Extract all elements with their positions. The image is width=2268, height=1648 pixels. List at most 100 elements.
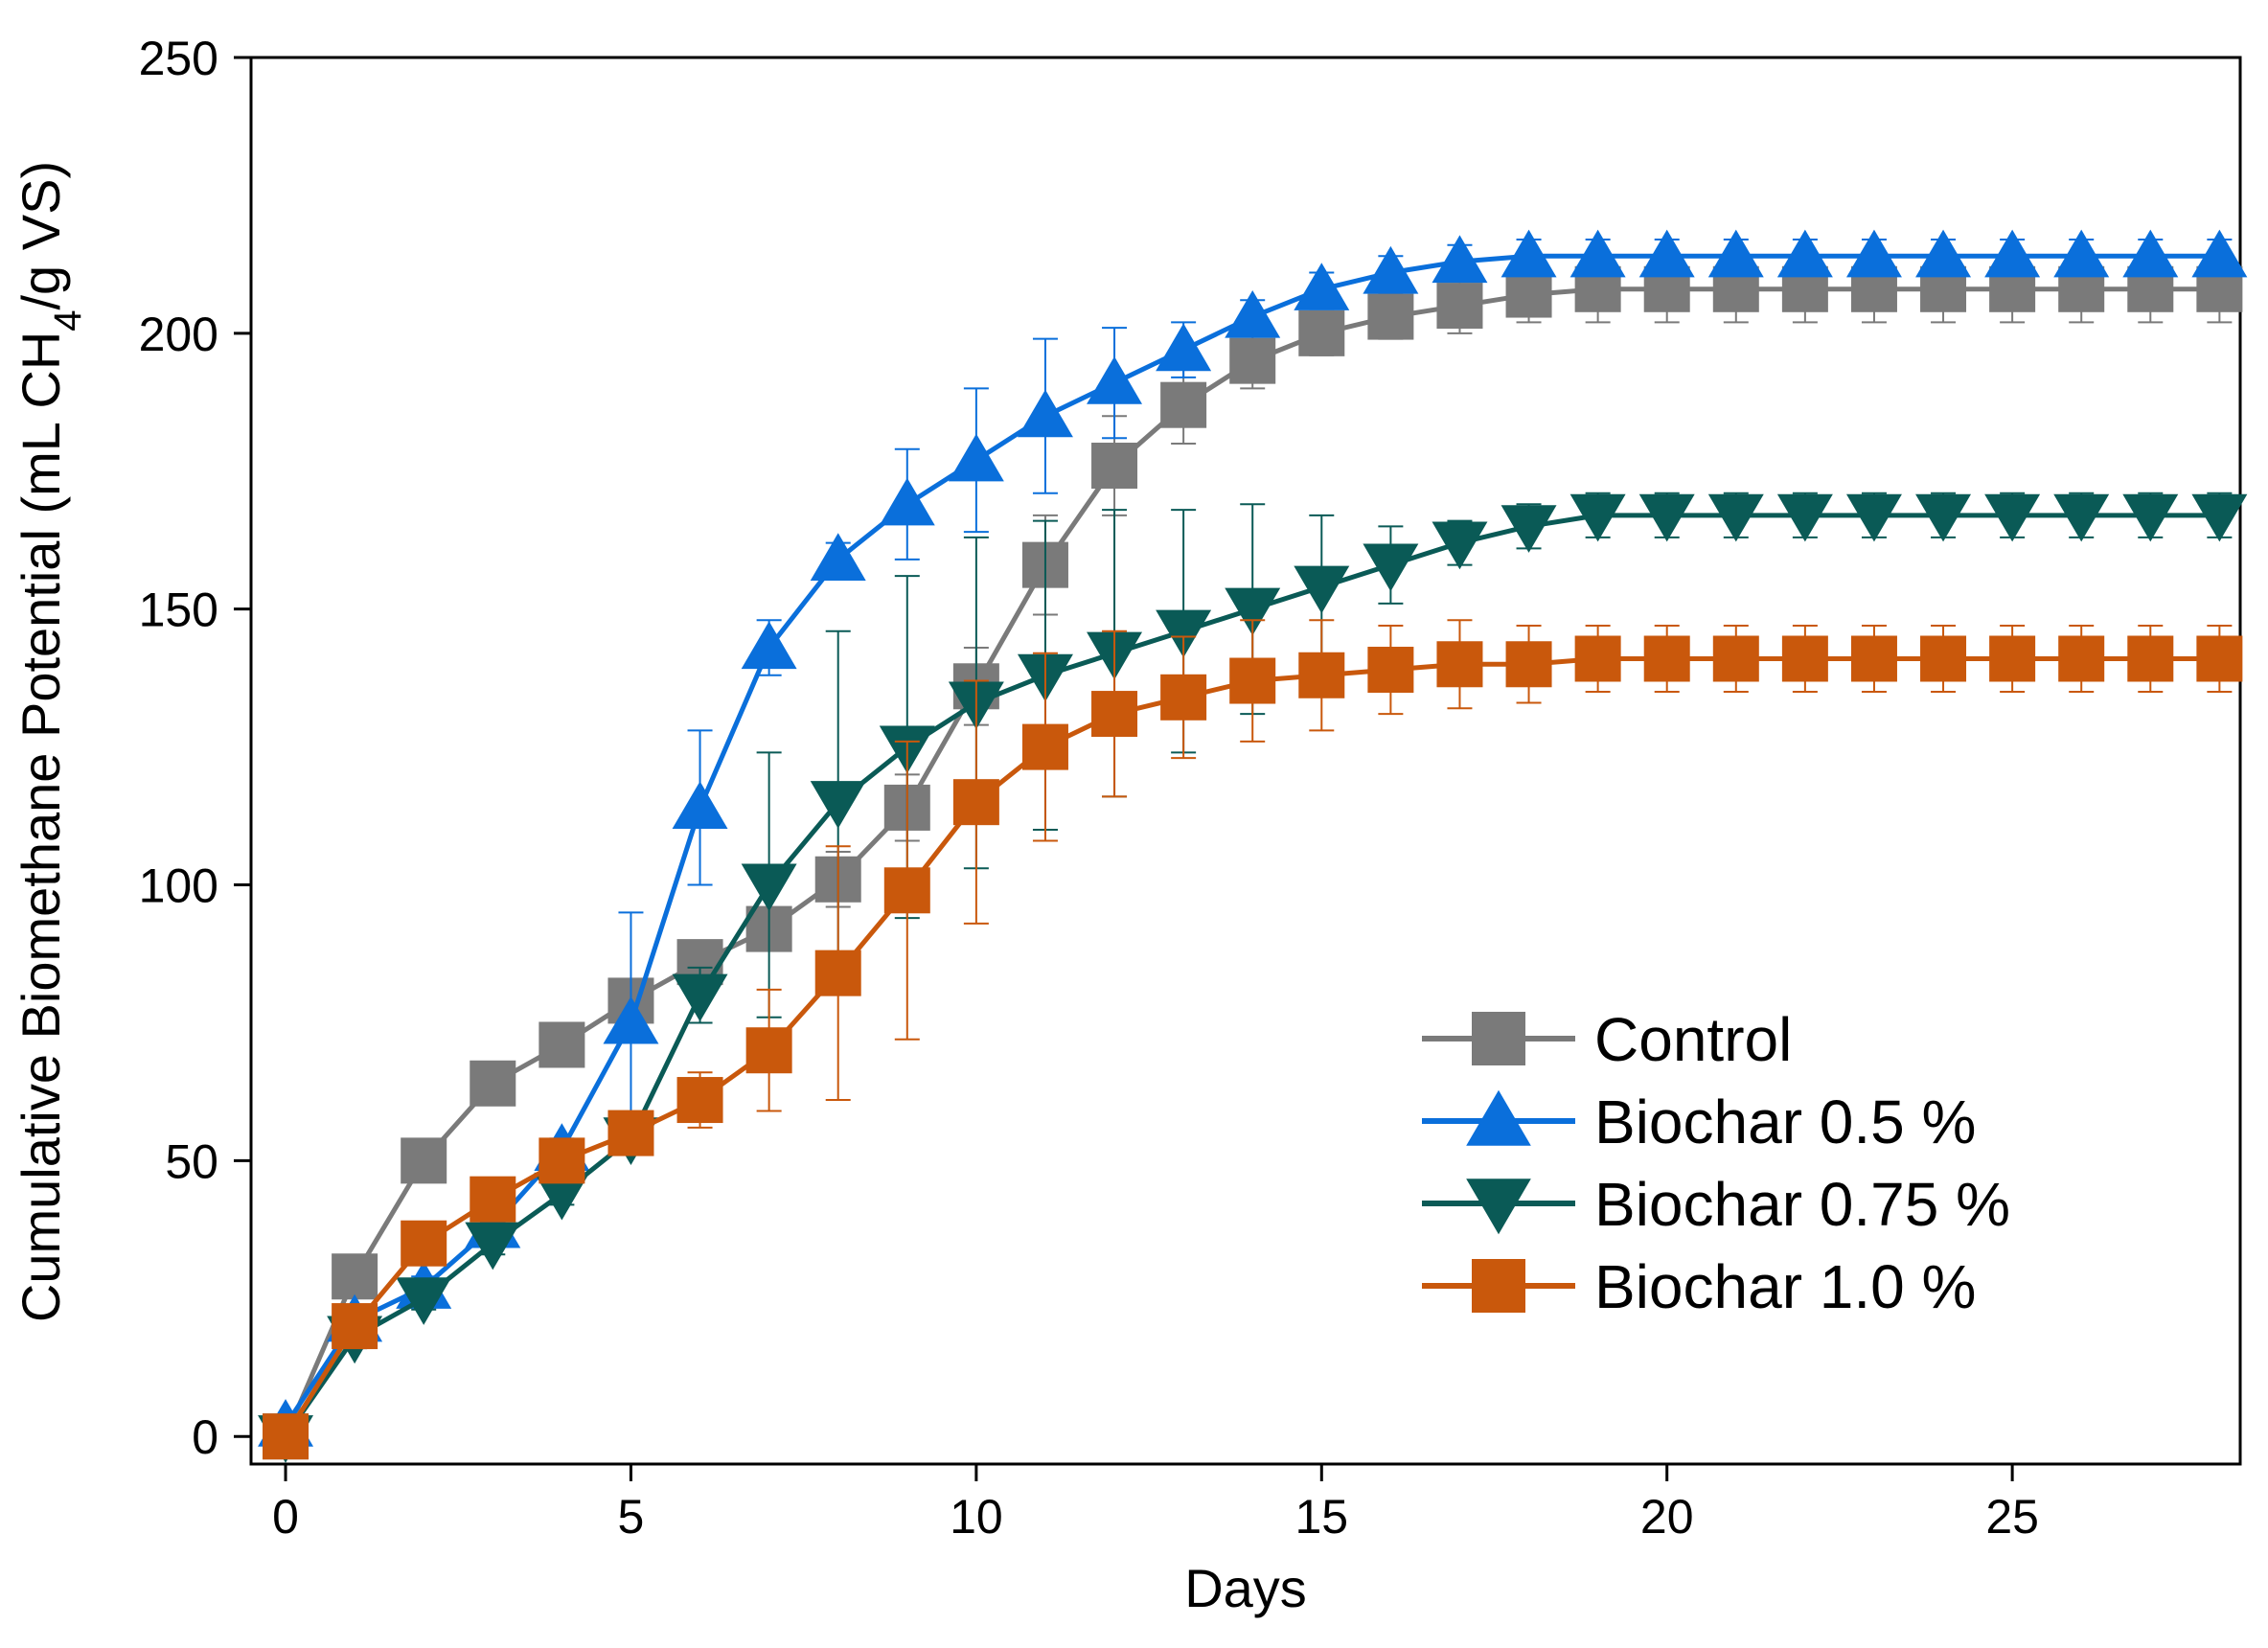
- data-point: [1989, 635, 2036, 682]
- legend-marker: [1466, 1179, 1531, 1235]
- x-tick-label: 5: [618, 1490, 645, 1544]
- data-point: [1850, 635, 1897, 682]
- data-point: [1643, 635, 1690, 682]
- data-point: [2053, 493, 2110, 542]
- legend-item: Control: [1422, 1005, 1792, 1074]
- legend-marker: [1472, 1012, 1525, 1065]
- data-point: [741, 621, 797, 670]
- data-point: [1160, 674, 1207, 721]
- data-point: [2053, 229, 2110, 278]
- data-point: [1505, 271, 1552, 318]
- data-point: [2191, 229, 2248, 278]
- plot-area: [249, 56, 2242, 1466]
- legend-label: Biochar 1.0 %: [1594, 1252, 1976, 1321]
- data-point: [1984, 229, 2041, 278]
- x-tick-label: 15: [1294, 1490, 1348, 1544]
- legend-item: Biochar 0.5 %: [1422, 1087, 1976, 1156]
- data-point: [2196, 635, 2243, 682]
- data-point: [1298, 652, 1345, 698]
- legend-item: Biochar 1.0 %: [1422, 1252, 1976, 1321]
- data-point: [1638, 493, 1695, 542]
- legend-marker: [1466, 1089, 1531, 1146]
- data-point: [1160, 381, 1207, 428]
- data-point: [1638, 229, 1695, 278]
- data-point: [1091, 443, 1138, 490]
- data-point: [1501, 229, 1557, 278]
- y-tick-label: 150: [139, 584, 218, 637]
- data-point: [879, 477, 935, 526]
- data-point: [603, 996, 659, 1044]
- y-axis-title-main: Cumulative Biomethane Potential (mL CH: [11, 332, 71, 1322]
- data-point: [1363, 543, 1419, 592]
- data-point: [676, 1077, 723, 1124]
- data-point: [1225, 587, 1281, 636]
- data-point: [1432, 521, 1488, 570]
- x-tick-label: 0: [272, 1490, 299, 1544]
- data-point: [948, 433, 1004, 482]
- data-point: [672, 973, 728, 1022]
- y-tick-label: 100: [139, 859, 218, 913]
- data-point: [1776, 493, 1833, 542]
- data-point: [1915, 229, 1972, 278]
- data-point: [1436, 283, 1483, 330]
- data-point: [741, 863, 797, 912]
- legend-item: Biochar 0.75 %: [1422, 1170, 2010, 1239]
- data-point: [1707, 229, 1764, 278]
- y-tick-label: 0: [192, 1410, 218, 1464]
- data-point: [1294, 263, 1350, 310]
- data-point: [2122, 229, 2179, 278]
- data-point: [401, 1220, 447, 1267]
- data-point: [1229, 657, 1276, 704]
- x-tick-label: 10: [950, 1490, 1003, 1544]
- data-point: [1294, 565, 1350, 614]
- x-axis-title: Days: [1184, 1558, 1307, 1618]
- data-point: [810, 781, 866, 829]
- data-point: [465, 1222, 521, 1270]
- data-point: [1436, 641, 1483, 688]
- data-point: [538, 1137, 585, 1184]
- data-point: [1569, 493, 1626, 542]
- data-point: [672, 781, 728, 830]
- data-point: [401, 1137, 447, 1184]
- data-point: [538, 1021, 585, 1068]
- data-point: [1229, 337, 1276, 384]
- x-tick-label: 25: [1985, 1490, 2039, 1544]
- y-axis: 0 50 100 150 200 250: [139, 32, 251, 1464]
- legend-label: Biochar 0.5 %: [1594, 1087, 1976, 1156]
- data-point: [2127, 635, 2174, 682]
- data-point: [1156, 609, 1212, 658]
- data-point: [1156, 323, 1212, 372]
- data-point: [332, 1303, 378, 1350]
- data-point: [470, 1060, 516, 1107]
- data-point: [470, 1176, 516, 1223]
- legend-label: Control: [1594, 1005, 1792, 1074]
- plot-frame: [249, 56, 2242, 1466]
- data-point: [1367, 293, 1414, 340]
- data-point: [1707, 493, 1764, 542]
- data-point: [1845, 229, 1902, 278]
- data-point: [1432, 235, 1488, 284]
- data-point: [1776, 229, 1833, 278]
- series-layer: [258, 229, 2248, 1463]
- data-point: [396, 1277, 452, 1325]
- data-point: [1017, 389, 1073, 438]
- y-tick-label: 200: [139, 308, 218, 361]
- data-point: [1920, 635, 1967, 682]
- data-point: [2058, 635, 2105, 682]
- data-point: [1781, 635, 1828, 682]
- y-axis-title-subscript: 4: [47, 309, 89, 331]
- data-point: [332, 1253, 378, 1300]
- data-point: [1915, 493, 1972, 542]
- data-point: [2191, 493, 2248, 542]
- data-point: [1367, 647, 1414, 694]
- y-tick-label: 250: [139, 32, 218, 85]
- data-point: [1363, 245, 1419, 294]
- series-line: [283, 253, 2220, 1428]
- y-tick-label: 50: [165, 1134, 218, 1188]
- data-point: [745, 1027, 792, 1074]
- data-point: [1298, 309, 1345, 356]
- legend-label: Biochar 0.75 %: [1594, 1170, 2010, 1239]
- data-point: [263, 1413, 309, 1460]
- data-point: [883, 867, 930, 914]
